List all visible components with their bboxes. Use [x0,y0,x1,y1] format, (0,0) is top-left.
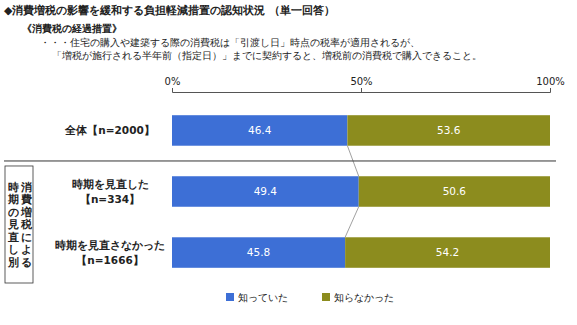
group-label-char: の [8,206,19,218]
group-label-char: 時 [8,181,19,193]
group-label-char: 消 [20,181,32,193]
data-label: 46.4 [248,124,272,136]
legend-swatch [322,293,330,301]
data-label: 54.2 [436,246,459,258]
bar [345,237,550,268]
category-label: 全体【n=2000】 [64,124,155,136]
data-label: 53.6 [437,124,461,136]
group-label-char: よ [21,243,32,255]
group-label-char: に [21,231,32,243]
category-label: 時期を見直さなかった【n=1666】 [55,239,165,266]
legend-label: 知らなかった [334,292,394,303]
x-tick-mark [172,88,173,92]
x-tick: 50% [350,76,372,92]
legend-label: 知っていた [238,292,288,303]
group-label-char: 直 [7,231,19,243]
group-label-char: る [21,256,32,268]
bar [347,115,550,146]
group-label-char: し [8,243,19,255]
group-box [5,166,33,283]
plot-area [172,115,550,268]
separator [4,160,556,161]
data-labels: 46.4 53.6 49.4 50.6 45.8 54.2 [247,124,467,258]
group-label-char: 増 [20,206,32,218]
connector-line [345,207,359,238]
data-label: 49.4 [254,185,278,197]
x-tick-label: 0% [165,76,181,87]
group-label-char: 期 [7,193,19,205]
x-axis: 0% 50% 100% [165,76,565,93]
group-label-char: 見 [7,218,19,230]
subtitle: 《消費税の経過措置》 [22,23,122,34]
x-tick-label: 50% [350,76,372,87]
bar [172,237,345,268]
x-tick-label: 100% [536,76,565,87]
legend: 知っていた 知らなかった [226,292,394,303]
x-tick-mark [361,88,362,92]
bar [359,176,550,207]
group-label-char: 別 [7,256,19,268]
bar [172,176,359,207]
x-tick: 100% [536,76,565,92]
x-tick: 0% [165,76,181,92]
x-tick-mark [550,88,551,92]
data-label: 50.6 [443,185,467,197]
legend-swatch [226,293,234,301]
chart: ◆消費増税の影響を緩和する負担軽減措置の認知状況 （単一回答） 《消費税の経過措置… [0,0,577,325]
data-label: 45.8 [247,246,270,258]
annotation: 「増税が施行される半年前（指定日）」までに契約すると、増税前の消費税で購入できる… [52,50,482,61]
title: ◆消費増税の影響を緩和する負担軽減措置の認知状況 （単一回答） [4,4,335,17]
group-label-char: 費 [20,193,32,205]
category-label: 時期を見直した【n=334】 [72,178,149,205]
group-label: 消費増税による 時期の見直し別 [7,181,33,268]
group-label-char: 税 [20,218,33,230]
annotation: ・・・住宅の購入や建築する際の消費税は「引渡し日」時点の税率が適用されるが、 [40,37,420,48]
bar [172,115,347,146]
x-axis-line [173,88,551,93]
